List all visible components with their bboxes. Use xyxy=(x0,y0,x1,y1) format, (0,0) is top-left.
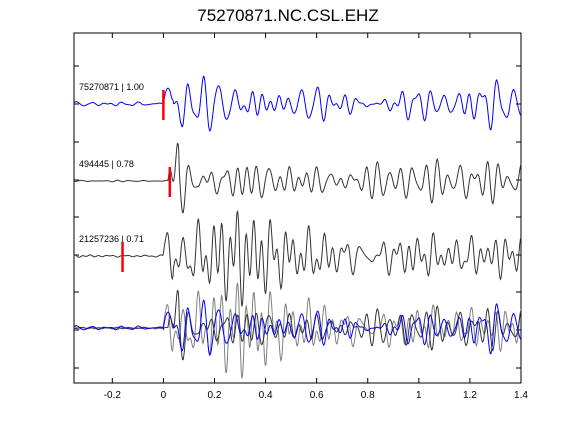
x-ticks: -0.2 0 0.2 0.4 0.6 0.8 1 1.2 1.4 xyxy=(104,33,528,401)
trace-label: 21257236 | 0.71 xyxy=(79,234,144,244)
x-tick-label: 1 xyxy=(416,390,422,401)
overlay-trace-line xyxy=(73,299,522,356)
trace-labels: 75270871 | 1.00 494445 | 0.78 21257236 | 0… xyxy=(79,82,144,244)
trace-label: 494445 | 0.78 xyxy=(79,159,134,169)
trace-line xyxy=(73,75,522,132)
x-tick-label: 0 xyxy=(161,390,167,401)
x-tick-label: 0.4 xyxy=(259,390,273,401)
plot-frame xyxy=(73,32,522,384)
x-tick-label: 0.8 xyxy=(361,390,375,401)
x-tick-label: 0.6 xyxy=(310,390,324,401)
pick-markers xyxy=(121,90,172,272)
traces-group xyxy=(73,75,522,379)
y-ticks xyxy=(74,65,521,369)
x-tick-label: 1.2 xyxy=(463,390,477,401)
trace-line xyxy=(74,210,522,307)
x-tick-label: -0.2 xyxy=(104,390,122,401)
x-tick-label: 1.4 xyxy=(514,390,528,401)
trace-label: 75270871 | 1.00 xyxy=(79,82,144,92)
x-tick-label: 0.2 xyxy=(208,390,222,401)
trace-line xyxy=(73,142,522,214)
chart-title: 75270871.NC.CSL.EHZ xyxy=(197,6,379,25)
